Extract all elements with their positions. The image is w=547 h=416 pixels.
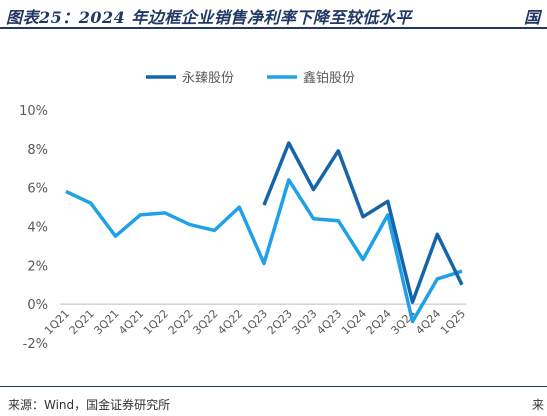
x-tick-label: 4Q23 — [314, 307, 344, 337]
x-tick-label: 1Q24 — [339, 307, 369, 337]
x-tick-label: 2Q22 — [166, 307, 196, 337]
y-tick-label: 2% — [27, 259, 48, 274]
x-tick-label: 2Q24 — [364, 307, 394, 337]
source-note-fragment: 来 — [532, 398, 545, 412]
x-tick-label: 4Q21 — [116, 307, 146, 337]
line-chart: 永臻股份 鑫铂股份 10% 8% 6% 4% 2% 0% -2% 1Q212Q213Q214Q… — [19, 70, 468, 352]
y-tick-label: 0% — [27, 298, 48, 313]
x-tick-label: 3Q23 — [289, 307, 319, 337]
x-tick-label: 1Q22 — [141, 307, 171, 337]
source-note: 来源：Wind，国金证券研究所 — [8, 398, 171, 412]
x-tick-label: 3Q21 — [91, 307, 121, 337]
chart-title: 图表25：2024 年边框企业销售净利率下降至较低水平 — [6, 8, 412, 27]
legend-label: 永臻股份 — [182, 71, 234, 86]
chart-title-fragment: 国 — [524, 8, 541, 27]
x-tick-label: 1Q25 — [438, 307, 468, 337]
series-line-0 — [262, 141, 464, 304]
x-tick-label: 4Q22 — [215, 307, 245, 337]
footer-divider — [0, 386, 547, 387]
x-axis: 1Q212Q213Q214Q211Q222Q223Q224Q221Q232Q23… — [42, 307, 468, 337]
y-tick-label: 6% — [27, 182, 48, 197]
x-tick-label: 3Q22 — [190, 307, 220, 337]
y-tick-label: 8% — [27, 143, 48, 158]
title-divider — [0, 27, 547, 29]
legend-label: 鑫铂股份 — [303, 70, 355, 86]
x-tick-label: 1Q23 — [240, 307, 270, 337]
y-tick-label: 4% — [27, 221, 48, 236]
x-tick-label: 2Q21 — [67, 307, 97, 337]
y-axis: 10% 8% 6% 4% 2% 0% -2% — [19, 104, 466, 352]
chart-legend: 永臻股份 鑫铂股份 — [146, 70, 355, 86]
x-tick-label: 2Q23 — [265, 307, 295, 337]
series-line-1 — [65, 178, 463, 324]
y-tick-label: 10% — [19, 104, 48, 119]
y-tick-label: -2% — [23, 337, 48, 352]
series-layer — [65, 141, 464, 324]
